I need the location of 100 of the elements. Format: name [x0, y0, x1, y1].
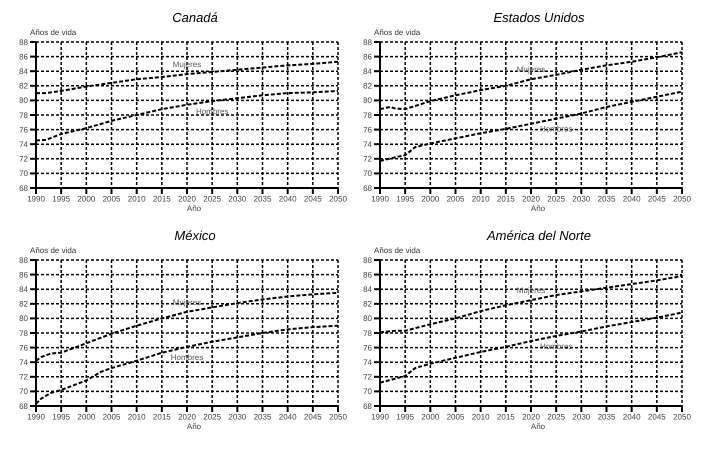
x-tick-label: 2025	[203, 194, 222, 204]
y-tick-label: 72	[19, 372, 29, 382]
x-tick-label: 2040	[278, 194, 298, 204]
x-axis-title: Año	[186, 204, 202, 213]
y-tick-label: 86	[19, 52, 29, 62]
x-tick-label: 2035	[598, 194, 616, 204]
x-tick-label: 1990	[371, 194, 390, 204]
x-tick-label: 2020	[522, 194, 540, 204]
x-tick-label: 2045	[648, 194, 666, 204]
y-tick-label: 68	[19, 184, 29, 193]
y-tick-label: 88	[363, 256, 373, 265]
x-tick-label: 2015	[152, 194, 172, 204]
x-tick-label: 2010	[128, 194, 146, 204]
y-axis-title: Años de vida	[373, 246, 422, 256]
y-tick-label: 78	[363, 110, 373, 120]
y-tick-label: 76	[363, 125, 373, 134]
x-axis-title: Año	[186, 422, 202, 431]
x-tick-label: 2030	[572, 412, 591, 422]
y-tick-label: 76	[19, 125, 29, 134]
y-tick-label: 74	[19, 140, 29, 150]
y-tick-label: 70	[19, 169, 29, 178]
y-tick-label: 86	[19, 270, 29, 280]
x-tick-label: 2000	[77, 412, 96, 422]
y-tick-label: 76	[19, 343, 29, 352]
x-tick-label: 1995	[52, 412, 71, 422]
x-tick-label: 1990	[371, 412, 390, 422]
x-tick-label: 2040	[622, 194, 642, 204]
y-tick-label: 84	[363, 67, 373, 76]
x-tick-label: 2010	[128, 412, 146, 422]
y-tick-label: 84	[19, 67, 29, 76]
x-tick-label: 2050	[673, 412, 692, 422]
y-tick-label: 68	[363, 402, 373, 411]
y-tick-label: 88	[19, 38, 29, 47]
y-tick-label: 84	[363, 285, 373, 294]
x-tick-label: 1990	[27, 412, 46, 422]
x-tick-label: 2010	[472, 412, 490, 422]
y-tick-label: 70	[363, 169, 373, 178]
x-tick-label: 2000	[421, 194, 440, 204]
y-tick-label: 82	[19, 300, 29, 309]
chart-title: Canadá	[171, 9, 219, 27]
x-tick-label: 2025	[203, 412, 222, 422]
series-label: Hombres	[170, 352, 204, 362]
y-tick-label: 86	[363, 52, 373, 62]
y-tick-label: 82	[363, 82, 373, 91]
y-tick-label: 80	[363, 314, 373, 324]
x-tick-label: 2045	[304, 194, 322, 204]
series-label: Mujeres	[172, 60, 202, 70]
x-tick-label: 2005	[446, 194, 465, 204]
x-tick-label: 1995	[396, 194, 415, 204]
y-tick-label: 68	[363, 184, 373, 193]
y-tick-label: 72	[19, 154, 29, 164]
x-tick-label: 2020	[178, 412, 196, 422]
x-tick-label: 1995	[396, 412, 415, 422]
y-axis-title: Años de vida	[29, 246, 78, 256]
x-tick-label: 2000	[421, 412, 440, 422]
y-tick-label: 78	[363, 328, 373, 338]
x-axis-title: Año	[530, 204, 546, 213]
x-axis-title: Año	[530, 422, 546, 431]
chart-title: Estados Unidos	[492, 9, 586, 27]
x-tick-label: 2000	[77, 194, 96, 204]
y-tick-label: 70	[19, 387, 29, 396]
y-tick-label: 80	[363, 96, 373, 106]
y-tick-label: 88	[19, 256, 29, 265]
x-tick-label: 2040	[622, 412, 642, 422]
x-tick-label: 1990	[27, 194, 46, 204]
y-tick-label: 76	[363, 343, 373, 352]
y-tick-label: 70	[363, 387, 373, 396]
x-tick-label: 2040	[278, 412, 298, 422]
y-tick-label: 88	[363, 38, 373, 47]
y-tick-label: 74	[363, 358, 373, 368]
x-tick-label: 2030	[228, 194, 247, 204]
x-tick-label: 2050	[329, 194, 348, 204]
y-tick-label: 84	[19, 285, 29, 294]
x-tick-label: 2025	[547, 412, 566, 422]
x-tick-label: 2005	[102, 412, 121, 422]
x-tick-label: 2020	[178, 194, 196, 204]
x-tick-label: 2050	[329, 412, 348, 422]
x-tick-label: 2050	[673, 194, 692, 204]
y-tick-label: 72	[363, 372, 373, 382]
chart-title: América del Norte	[486, 227, 592, 245]
x-tick-label: 2035	[254, 194, 272, 204]
y-tick-label: 72	[363, 154, 373, 164]
x-tick-label: 2015	[152, 412, 172, 422]
y-tick-label: 74	[363, 140, 373, 150]
y-tick-label: 78	[19, 110, 29, 120]
x-tick-label: 2045	[648, 412, 666, 422]
x-tick-label: 2015	[496, 412, 516, 422]
y-axis-title: Años de vida	[29, 28, 78, 38]
x-tick-label: 2045	[304, 412, 322, 422]
y-axis-title: Años de vida	[373, 28, 422, 38]
x-tick-label: 2005	[102, 194, 121, 204]
y-tick-label: 80	[19, 96, 29, 106]
x-tick-label: 2030	[572, 194, 591, 204]
x-tick-label: 2005	[446, 412, 465, 422]
x-tick-label: 2010	[472, 194, 490, 204]
y-tick-label: 82	[19, 82, 29, 91]
series-label: Mujeres	[516, 65, 546, 74]
series-label: Hombres	[196, 107, 228, 116]
y-tick-label: 78	[19, 328, 29, 338]
x-tick-label: 2020	[522, 412, 540, 422]
